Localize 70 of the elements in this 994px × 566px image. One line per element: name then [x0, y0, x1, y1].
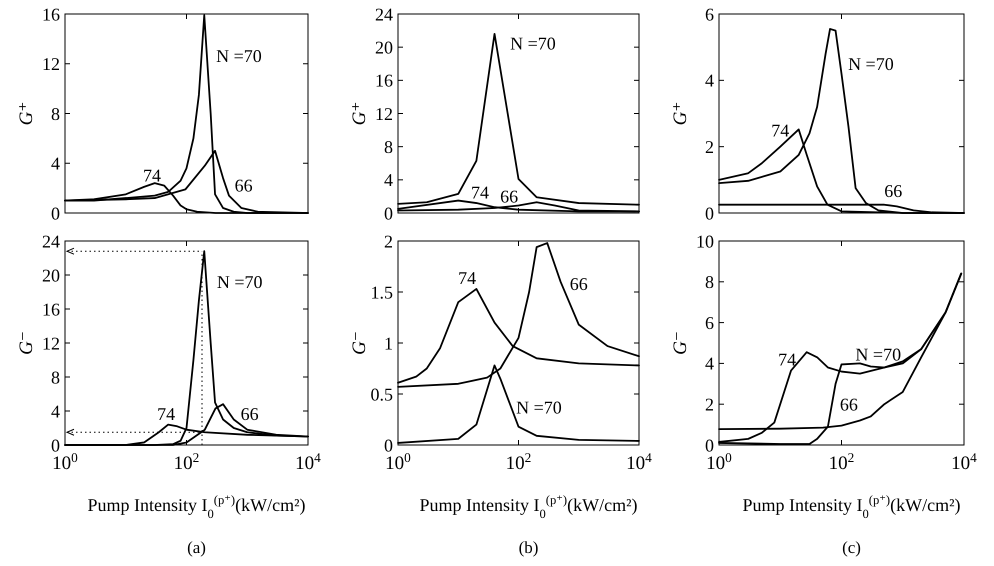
y-tick-label: 0: [705, 203, 714, 224]
series-label: N =70: [516, 398, 562, 418]
x-tick-label: 10$^{4}$: [295, 450, 322, 474]
series-label: 74: [157, 404, 176, 424]
y-tick-label: 0: [384, 203, 393, 224]
y-tick-label: 16: [375, 70, 393, 91]
y-tick-label: 16: [42, 299, 60, 320]
text: (c): [842, 538, 861, 557]
y-axis-title: G⁺: [670, 102, 691, 126]
y-tick-label: 8: [384, 136, 393, 157]
y-tick-label: 12: [42, 54, 60, 74]
y-tick-label: 1: [384, 333, 393, 354]
x-axis-title: Pump Intensity I$_{0}$$^{(p⁺)}$(kW/cm²): [87, 493, 306, 521]
series-label: N =70: [855, 344, 902, 365]
text: (b): [518, 538, 538, 557]
legend-label: N =70: [216, 46, 262, 66]
y-tick-label: 0: [705, 435, 714, 456]
y-tick-label: 24: [375, 4, 393, 24]
legend-label: N =70: [510, 33, 556, 54]
y-axis-title: G⁺: [349, 102, 370, 126]
x-tick-label: 10$^{2}$: [506, 450, 532, 474]
series-label: 74: [470, 182, 489, 202]
y-tick-label: 12: [375, 104, 393, 124]
y-tick-label: 4: [384, 170, 393, 190]
y-tick-label: 20: [42, 265, 60, 286]
x-tick-label: 10$^{4}$: [626, 450, 652, 474]
x-tick-label: 10$^{2}$: [174, 450, 200, 474]
y-tick-label: 0: [384, 435, 393, 456]
y-tick-label: 6: [705, 4, 714, 24]
series-label: 66: [500, 186, 518, 206]
y-tick-label: 4: [51, 401, 60, 422]
y-tick-label: 8: [51, 104, 60, 124]
series-label: N =70: [848, 54, 894, 74]
y-tick-label: 4: [705, 70, 714, 91]
series-label: 74: [778, 350, 796, 370]
series-label: 66: [234, 175, 253, 196]
y-tick-label: 12: [42, 333, 60, 354]
y-tick-label: 10: [696, 231, 714, 252]
text: (a): [187, 538, 206, 557]
y-tick-label: 0: [51, 203, 60, 224]
x-axis-title: Pump Intensity I$_{0}$$^{(p⁺)}$(kW/cm²): [419, 493, 638, 521]
y-tick-label: 6: [705, 312, 714, 333]
series-label: 74: [458, 268, 476, 288]
y-tick-label: 4: [705, 354, 714, 374]
x-tick-label: 10$^{2}$: [828, 450, 854, 474]
y-tick-label: 24: [42, 231, 60, 252]
y-axis-title: G⁻: [670, 331, 691, 355]
series-label: 66: [570, 274, 588, 294]
y-axis-title: G⁻: [349, 331, 370, 355]
y-tick-label: 20: [375, 37, 393, 58]
y-axis-title: G⁻: [16, 331, 37, 355]
y-tick-label: 2: [705, 394, 714, 414]
y-tick-label: 8: [51, 367, 60, 388]
series-label: 74: [142, 165, 161, 186]
x-axis-title: Pump Intensity I$_{0}$$^{(p⁺)}$(kW/cm²): [742, 493, 961, 521]
y-tick-label: 0.5: [370, 384, 393, 404]
y-tick-label: 4: [51, 154, 60, 174]
y-tick-label: 1.5: [370, 282, 393, 302]
series-label: 66: [884, 180, 902, 201]
series-label: 66: [840, 394, 858, 414]
y-tick-label: 16: [42, 4, 60, 24]
y-tick-label: 2: [384, 231, 393, 252]
x-tick-label: 10$^{4}$: [951, 450, 978, 474]
y-tick-label: 0: [51, 435, 60, 456]
y-axis-title: G⁺: [16, 102, 37, 126]
y-tick-label: 8: [705, 272, 714, 292]
legend-label: N =70: [216, 272, 263, 292]
series-label: 74: [771, 120, 790, 140]
series-label: 66: [240, 404, 259, 424]
y-tick-label: 2: [705, 136, 714, 157]
